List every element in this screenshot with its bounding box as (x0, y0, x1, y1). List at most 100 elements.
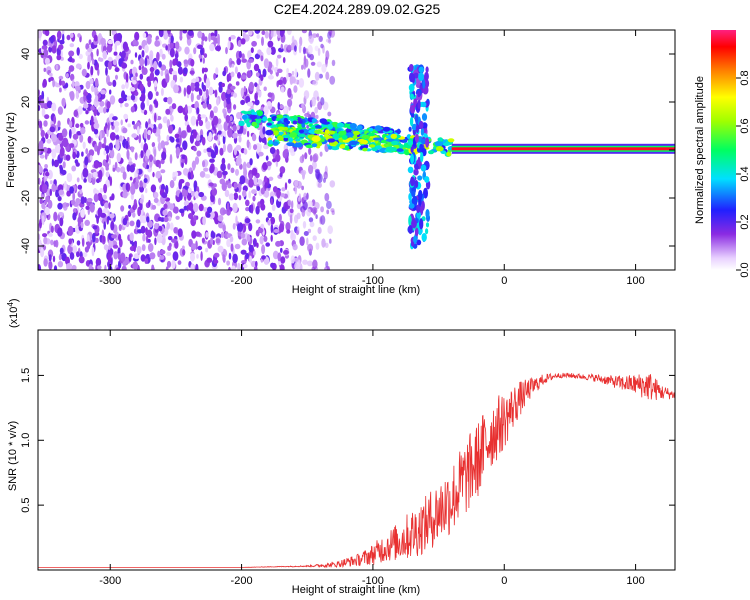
heatmap-cell (171, 259, 176, 269)
heatmap-cell (241, 260, 247, 265)
heatmap-cell (43, 236, 48, 245)
heatmap-cell (93, 59, 98, 66)
heatmap-cell (161, 151, 167, 161)
heatmap-cell (142, 32, 147, 38)
heatmap-cell (155, 91, 159, 96)
heatmap-cell (203, 167, 209, 172)
heatmap-cell (179, 76, 184, 83)
y-tick-label: 1.5 (20, 368, 32, 383)
heatmap-cell (280, 256, 286, 264)
heatmap-cell (150, 184, 157, 193)
heatmap-cell (177, 260, 182, 265)
heatmap-cell (38, 105, 41, 111)
heatmap-cell (157, 135, 160, 143)
heatmap-cell (96, 214, 99, 225)
heatmap-cell (94, 143, 98, 152)
heatmap-cell (194, 140, 200, 147)
heatmap-cell (250, 260, 257, 268)
heatmap-cell (302, 201, 308, 211)
heatmap-cell (257, 179, 263, 186)
heatmap-cell (213, 73, 217, 80)
heatmap-cell (367, 132, 376, 137)
heatmap-cell (192, 129, 197, 139)
heatmap-cell (178, 126, 182, 137)
heatmap-cell (87, 54, 92, 64)
heatmap-cell (331, 121, 339, 127)
heatmap-cell (167, 30, 171, 35)
heatmap-cell (201, 40, 204, 47)
heatmap-cell (201, 81, 204, 90)
heatmap-cell (136, 245, 142, 254)
heatmap-cell (75, 198, 81, 204)
heatmap-cell (292, 243, 298, 251)
heatmap-cell (328, 130, 336, 135)
heatmap-cell (122, 217, 128, 226)
heatmap-cell (68, 55, 73, 63)
heatmap-cell (289, 208, 294, 214)
heatmap-cell (168, 124, 173, 134)
heatmap-cell (82, 141, 86, 149)
heatmap-cell (266, 122, 272, 126)
heatmap-cell (147, 129, 152, 136)
heatmap-cell (278, 213, 282, 223)
heatmap-cell (72, 245, 78, 254)
heatmap-cell (166, 222, 170, 230)
heatmap-cell (52, 255, 56, 263)
heatmap-cell (282, 134, 291, 139)
heatmap-cell (175, 215, 180, 220)
x-tick-label: -100 (362, 575, 384, 587)
heatmap-cell (416, 211, 421, 219)
heatmap-cell (244, 218, 251, 224)
heatmap-cell (67, 225, 74, 236)
heatmap-cell (158, 123, 163, 130)
heatmap-cell (69, 32, 74, 39)
heatmap-cell (172, 171, 175, 178)
heatmap-cell (255, 205, 260, 215)
heatmap-cell (362, 147, 368, 152)
heatmap-cell (186, 85, 192, 95)
heatmap-cell (396, 128, 401, 135)
heatmap-cell (156, 51, 160, 62)
heatmap-cell (175, 146, 181, 157)
heatmap-cell (246, 121, 251, 128)
heatmap-cell (222, 70, 227, 77)
heatmap-cell (169, 222, 174, 231)
heatmap-cell (120, 205, 125, 212)
heatmap-cell (92, 171, 98, 178)
heatmap-cell (134, 91, 139, 96)
heatmap-cell (56, 54, 62, 61)
heatmap-cell (139, 180, 143, 188)
heatmap-cell (329, 180, 336, 188)
heatmap-cell (217, 33, 220, 44)
heatmap-cell (428, 150, 434, 155)
heatmap-cell (42, 183, 48, 194)
heatmap-cell (187, 187, 192, 194)
heatmap-cell (162, 209, 168, 216)
x-tick-label: -300 (99, 575, 121, 587)
heatmap-cell (130, 59, 134, 65)
heatmap-cell (72, 133, 79, 140)
heatmap-cell (208, 131, 213, 142)
heatmap-cell (210, 211, 215, 219)
heatmap-cell (81, 68, 87, 77)
y-tick-label: 0.5 (20, 497, 32, 512)
heatmap-cell (138, 65, 142, 71)
heatmap-cell (85, 148, 89, 155)
heatmap-cell (158, 61, 162, 68)
heatmap-cell (250, 47, 254, 54)
heatmap-cell (220, 231, 225, 238)
heatmap-cell (125, 52, 129, 57)
heatmap-cell (240, 124, 244, 134)
heatmap-cell (155, 170, 161, 179)
heatmap-cell (111, 234, 117, 239)
heatmap-cell (210, 149, 214, 155)
spectrogram-heatmap (38, 30, 675, 270)
heatmap-cell (51, 133, 57, 143)
heatmap-cell (307, 228, 312, 234)
heatmap-cell (206, 257, 213, 263)
heatmap-cell (107, 122, 110, 131)
heatmap-cell (283, 107, 287, 115)
heatmap-cell (421, 233, 427, 242)
heatmap-cell (275, 240, 282, 247)
